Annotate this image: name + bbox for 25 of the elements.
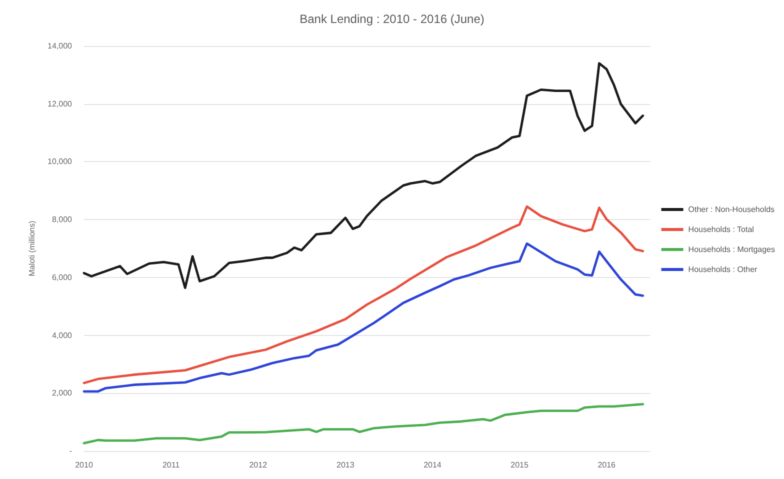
legend-label: Households : Total	[688, 225, 754, 234]
y-tick-label: 12,000	[48, 99, 73, 108]
x-tick-label: 2014	[424, 460, 442, 470]
y-tick-label: 8,000	[52, 215, 73, 224]
x-tick-label: 2016	[598, 460, 616, 470]
y-tick-label: 10,000	[48, 157, 73, 166]
y-axis-title: Maloti (millions)	[28, 220, 36, 276]
legend-label: Other : Non-Households	[688, 205, 775, 214]
x-tick-label: 2011	[162, 460, 180, 470]
y-tick-label: 14,000	[48, 42, 73, 50]
line-series	[82, 205, 644, 384]
line-series	[82, 62, 644, 290]
x-tick-label: 2010	[75, 460, 94, 470]
y-tick-label: 6,000	[52, 272, 73, 282]
legend-label: Households : Mortgages	[688, 245, 776, 254]
legend-label: Households : Other	[688, 265, 758, 274]
line-series	[82, 242, 644, 393]
x-tick-label: 2013	[336, 460, 355, 470]
y-tick-label: 2,000	[52, 388, 73, 398]
line-series	[82, 402, 644, 444]
y-tick-label: -	[69, 446, 72, 456]
x-tick-label: 2015	[510, 460, 529, 470]
x-tick-label: 2012	[249, 460, 268, 470]
y-tick-label: 4,000	[52, 330, 73, 340]
chart-title: Bank Lending : 2010 - 2016 (June)	[300, 12, 484, 26]
